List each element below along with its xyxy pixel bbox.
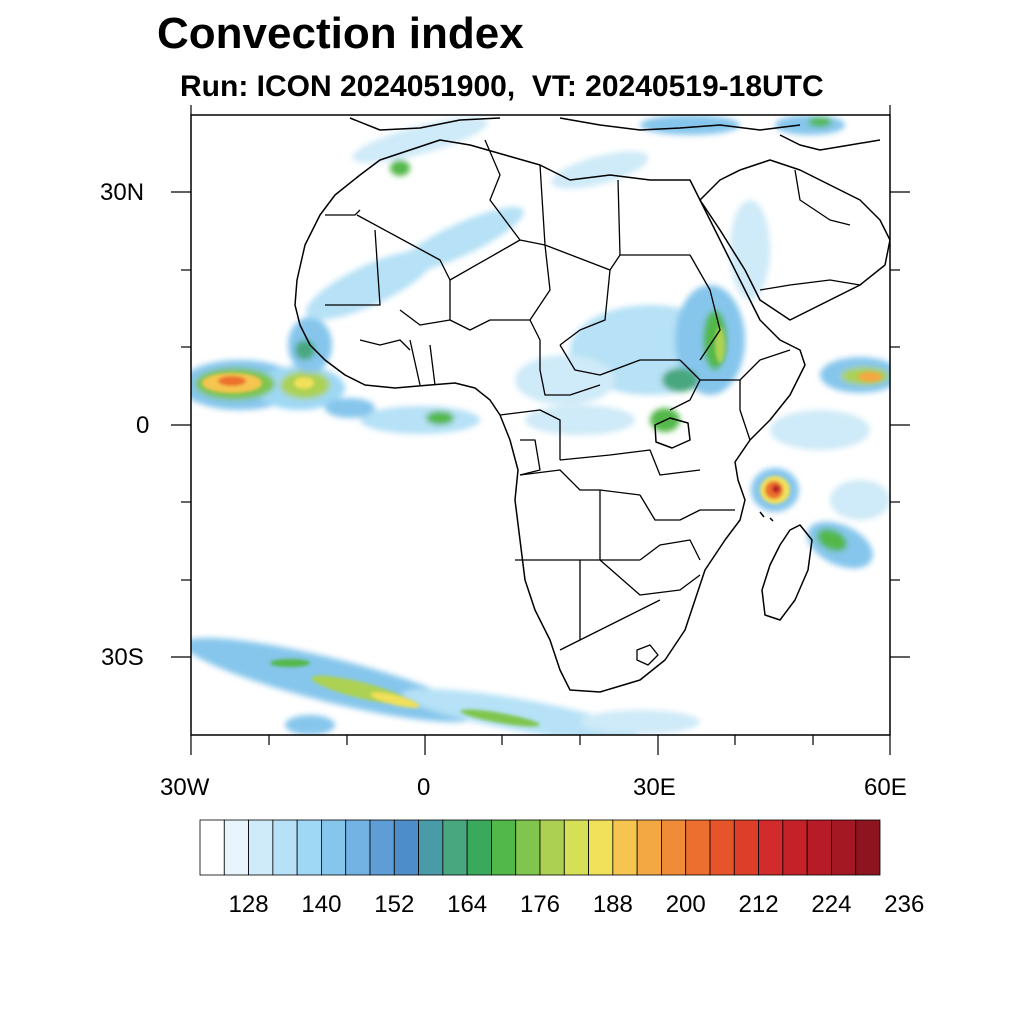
convection-field: [191, 115, 890, 735]
colorbar-tick-label: 128: [229, 891, 269, 918]
colorbar-swatch: [782, 819, 808, 876]
map-area: [191, 115, 890, 735]
colorbar-swatch: [223, 819, 249, 876]
lon-tick-30w: 30W: [160, 774, 210, 801]
lon-tick-30e: 30E: [633, 774, 676, 801]
colorbar-swatch: [515, 819, 541, 876]
colorbar-tick-label: 188: [593, 891, 633, 918]
colorbar-tick-label: 224: [811, 891, 851, 918]
axis-ticks: [171, 105, 910, 755]
lat-tick-30n: 30N: [100, 179, 145, 206]
colorbar-tick-label: 164: [447, 891, 487, 918]
colorbar-swatch: [685, 819, 711, 876]
colorbar-swatch: [733, 819, 759, 876]
colorbar-swatch: [806, 819, 832, 876]
colorbar-swatch: [855, 819, 881, 876]
colorbar-swatch: [199, 819, 225, 876]
colorbar-swatch: [588, 819, 614, 876]
colorbar-swatch: [272, 819, 298, 876]
colorbar-swatch: [345, 819, 371, 876]
colorbar-swatch: [636, 819, 662, 876]
colorbar-swatch: [539, 819, 565, 876]
colorbar-swatch: [661, 819, 687, 876]
colorbar-swatch: [369, 819, 395, 876]
colorbar-swatch: [709, 819, 735, 876]
lat-tick-0: 0: [136, 412, 150, 439]
colorbar-tick-label: 200: [666, 891, 706, 918]
colorbar-swatch: [393, 819, 419, 876]
colorbar-swatch: [321, 819, 347, 876]
colorbar-tick-label: 236: [884, 891, 924, 918]
colorbar-swatch: [418, 819, 444, 876]
colorbar-swatch: [831, 819, 857, 876]
country-borders: [325, 139, 861, 666]
map-subtitle: Run: ICON 2024051900, VT: 20240519-18UTC: [180, 70, 824, 103]
colorbar-swatch: [612, 819, 638, 876]
colorbar-swatch: [491, 819, 517, 876]
colorbar-swatch: [758, 819, 784, 876]
colorbar-labels: 128 140 152 164 176 188 200 212 224 236: [229, 891, 925, 918]
colorbar-swatch: [466, 819, 492, 876]
colorbar-swatch: [248, 819, 274, 876]
colorbar-swatch: [296, 819, 322, 876]
colorbar-tick-label: 152: [374, 891, 414, 918]
lat-tick-30s: 30S: [101, 644, 144, 671]
colorbar-swatch: [442, 819, 468, 876]
colorbar-tick-label: 212: [739, 891, 779, 918]
lon-tick-0: 0: [417, 774, 431, 801]
colorbar: [199, 819, 881, 876]
colorbar-swatch: [563, 819, 589, 876]
coastlines: [294, 117, 890, 693]
colorbar-tick-label: 140: [301, 891, 341, 918]
colorbar-tick-label: 176: [520, 891, 560, 918]
lon-tick-60e: 60E: [864, 774, 907, 801]
map-title: Convection index: [157, 9, 524, 58]
